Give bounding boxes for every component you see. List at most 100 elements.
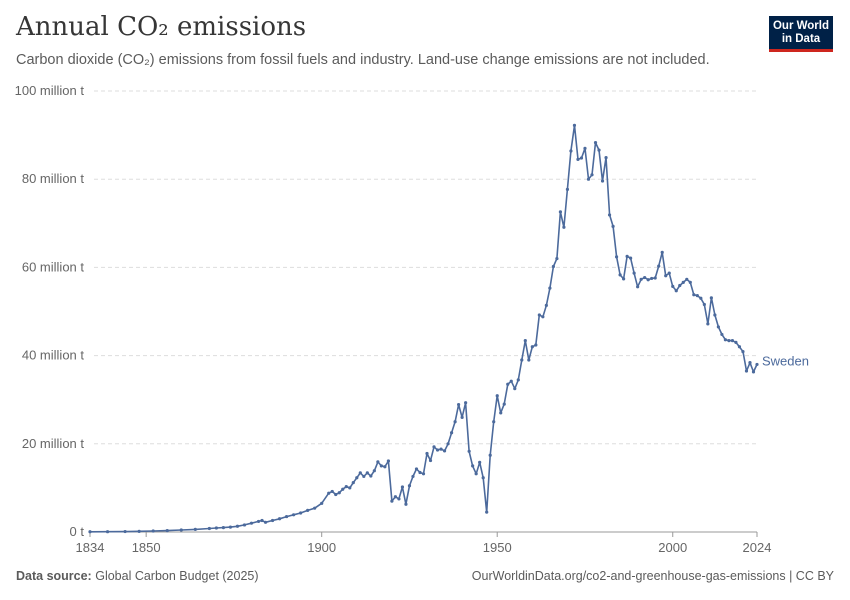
data-point[interactable] bbox=[355, 476, 359, 480]
data-point[interactable] bbox=[256, 519, 261, 524]
data-point[interactable] bbox=[207, 526, 211, 531]
data-point[interactable] bbox=[397, 497, 401, 501]
data-point[interactable] bbox=[165, 528, 169, 533]
data-point[interactable] bbox=[414, 467, 419, 471]
data-point[interactable] bbox=[751, 370, 756, 374]
data-point[interactable] bbox=[499, 411, 503, 415]
data-point[interactable] bbox=[622, 277, 626, 281]
data-point[interactable] bbox=[418, 470, 422, 475]
data-point[interactable] bbox=[362, 474, 366, 479]
data-point[interactable] bbox=[699, 296, 703, 300]
data-point[interactable] bbox=[393, 495, 398, 499]
data-point[interactable] bbox=[671, 284, 675, 288]
data-point[interactable] bbox=[530, 345, 534, 349]
data-point[interactable] bbox=[464, 401, 468, 405]
data-point[interactable] bbox=[565, 187, 570, 191]
data-point[interactable] bbox=[607, 213, 612, 217]
data-point[interactable] bbox=[586, 177, 591, 181]
data-point[interactable] bbox=[260, 518, 264, 523]
data-point[interactable] bbox=[249, 521, 254, 525]
data-point[interactable] bbox=[685, 277, 689, 281]
data-point[interactable] bbox=[467, 449, 471, 453]
data-point[interactable] bbox=[379, 464, 383, 468]
data-point[interactable] bbox=[716, 325, 720, 329]
data-point[interactable] bbox=[741, 350, 745, 354]
data-point[interactable] bbox=[327, 491, 331, 495]
data-point[interactable] bbox=[534, 343, 538, 347]
data-point[interactable] bbox=[407, 484, 412, 488]
data-point[interactable] bbox=[492, 420, 496, 424]
data-point[interactable] bbox=[228, 525, 233, 529]
data-point[interactable] bbox=[632, 271, 636, 275]
data-point[interactable] bbox=[604, 155, 608, 160]
data-point[interactable] bbox=[457, 402, 461, 407]
data-point[interactable] bbox=[590, 173, 594, 177]
data-point[interactable] bbox=[579, 156, 584, 160]
data-point[interactable] bbox=[702, 302, 706, 307]
data-point[interactable] bbox=[502, 402, 506, 406]
data-point[interactable] bbox=[646, 278, 650, 282]
data-point[interactable] bbox=[284, 514, 289, 519]
data-point[interactable] bbox=[527, 358, 531, 362]
data-point[interactable] bbox=[221, 525, 225, 530]
data-point[interactable] bbox=[442, 449, 447, 453]
data-point[interactable] bbox=[523, 339, 527, 343]
data-point[interactable] bbox=[481, 476, 485, 480]
data-point[interactable] bbox=[593, 140, 598, 145]
data-point[interactable] bbox=[562, 225, 566, 229]
series-line[interactable] bbox=[89, 124, 758, 533]
data-point[interactable] bbox=[460, 415, 464, 419]
data-point[interactable] bbox=[713, 313, 717, 317]
data-point[interactable] bbox=[214, 526, 218, 530]
data-point[interactable] bbox=[299, 511, 303, 515]
data-point[interactable] bbox=[541, 315, 545, 319]
data-point[interactable] bbox=[428, 458, 433, 463]
data-point[interactable] bbox=[400, 485, 405, 489]
data-point[interactable] bbox=[351, 481, 355, 485]
data-point[interactable] bbox=[235, 524, 240, 528]
data-point[interactable] bbox=[337, 491, 341, 495]
data-point[interactable] bbox=[123, 529, 127, 534]
data-point[interactable] bbox=[495, 394, 499, 398]
data-point[interactable] bbox=[474, 472, 478, 476]
data-point[interactable] bbox=[516, 378, 520, 382]
data-point[interactable] bbox=[597, 148, 601, 152]
data-point[interactable] bbox=[730, 339, 735, 343]
data-point[interactable] bbox=[611, 224, 615, 228]
data-point[interactable] bbox=[723, 338, 728, 342]
data-point[interactable] bbox=[263, 520, 268, 524]
data-point[interactable] bbox=[137, 529, 141, 533]
data-point[interactable] bbox=[193, 527, 197, 531]
data-point[interactable] bbox=[478, 460, 482, 464]
data-point[interactable] bbox=[734, 340, 738, 344]
data-point[interactable] bbox=[625, 254, 629, 258]
data-point[interactable] bbox=[320, 501, 324, 505]
data-point[interactable] bbox=[383, 465, 387, 469]
data-point[interactable] bbox=[681, 280, 685, 284]
data-point[interactable] bbox=[544, 303, 548, 307]
data-point[interactable] bbox=[506, 382, 510, 386]
data-point[interactable] bbox=[667, 271, 671, 275]
data-point[interactable] bbox=[411, 474, 415, 479]
data-point[interactable] bbox=[551, 264, 555, 269]
data-point[interactable] bbox=[618, 273, 622, 277]
data-point[interactable] bbox=[242, 523, 247, 527]
data-point[interactable] bbox=[386, 459, 390, 463]
data-point[interactable] bbox=[636, 285, 640, 289]
data-point[interactable] bbox=[179, 528, 183, 532]
data-point[interactable] bbox=[583, 146, 587, 150]
data-point[interactable] bbox=[358, 471, 362, 475]
data-point[interactable] bbox=[277, 517, 282, 521]
data-point[interactable] bbox=[435, 448, 440, 452]
data-point[interactable] bbox=[674, 289, 678, 293]
data-point[interactable] bbox=[653, 276, 657, 280]
data-point[interactable] bbox=[509, 379, 513, 383]
data-point[interactable] bbox=[513, 387, 517, 391]
data-point[interactable] bbox=[432, 445, 436, 449]
data-point[interactable] bbox=[449, 431, 454, 435]
data-point[interactable] bbox=[744, 369, 749, 373]
data-point[interactable] bbox=[425, 451, 429, 456]
data-point[interactable] bbox=[421, 472, 426, 476]
data-point[interactable] bbox=[537, 313, 541, 317]
data-point[interactable] bbox=[755, 362, 759, 367]
